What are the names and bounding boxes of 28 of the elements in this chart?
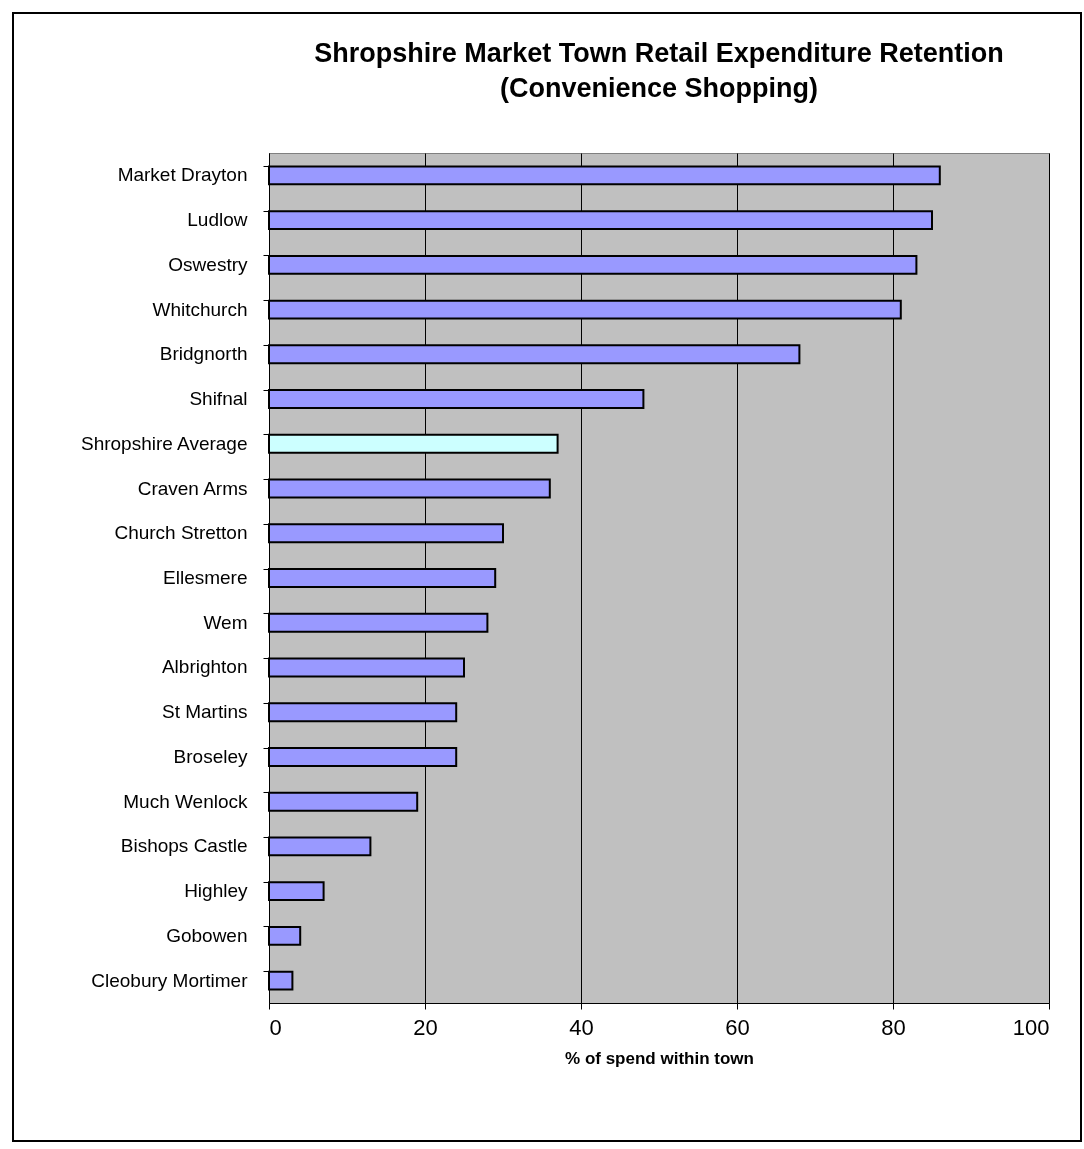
chart-title: Shropshire Market Town Retail Expenditure Retention <box>314 38 1004 68</box>
x-tick-label: 0 <box>269 1014 282 1040</box>
y-tick-label: Oswestry <box>168 253 248 275</box>
y-tick-label: Wem <box>203 611 248 633</box>
y-tick-label: Whitchurch <box>152 298 248 320</box>
x-tick-label: 40 <box>569 1014 594 1040</box>
y-tick-label: Gobowen <box>166 924 248 946</box>
y-tick-label: Ellesmere <box>163 567 248 588</box>
y-tick-label: Shifnal <box>189 388 248 410</box>
y-tick-label: Market Drayton <box>117 164 248 186</box>
y-tick-label: Cleobury Mortimer <box>91 969 249 991</box>
y-tick-label: Craven Arms <box>137 477 248 499</box>
chart-subtitle: (Convenience Shopping) <box>499 73 819 103</box>
x-tick-label: 60 <box>725 1014 750 1040</box>
y-tick-label: St Martins <box>161 701 248 723</box>
y-tick-label: Bridgnorth <box>159 343 248 365</box>
x-tick-label: 80 <box>881 1014 906 1040</box>
y-tick-label: Highley <box>184 880 248 902</box>
x-tick-label: 100 <box>1012 1014 1050 1040</box>
y-tick-label: Bishops Castle <box>120 835 248 857</box>
x-tick-label: 20 <box>413 1014 438 1040</box>
y-tick-label: Shropshire Average <box>80 432 248 454</box>
y-tick-label: Broseley <box>173 745 248 767</box>
x-axis-title: % of spend within town <box>565 1048 754 1068</box>
y-tick-label: Ludlow <box>187 209 248 231</box>
y-tick-label: Much Wenlock <box>123 790 248 812</box>
y-tick-label: Albrighton <box>161 656 248 678</box>
y-tick-label: Church Stretton <box>114 522 248 544</box>
